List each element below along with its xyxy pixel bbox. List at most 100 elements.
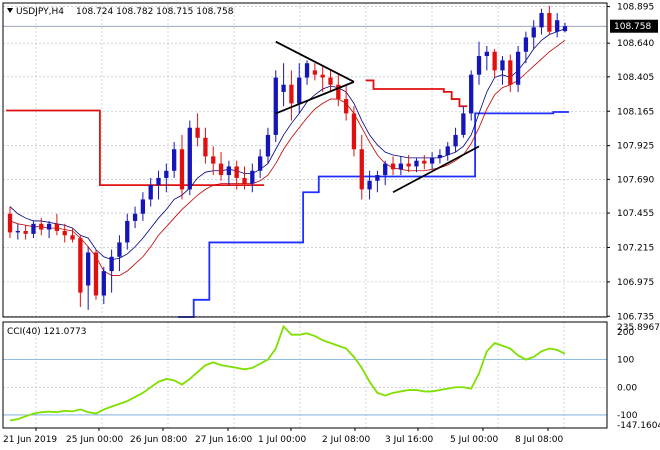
candle-body	[39, 223, 44, 230]
candle-body	[46, 223, 52, 230]
candle-body	[500, 60, 505, 71]
candle-body	[555, 20, 560, 32]
candle-body	[328, 77, 333, 85]
candle	[453, 127, 458, 153]
candle	[523, 31, 529, 64]
candle	[445, 142, 450, 161]
candle	[78, 235, 83, 307]
candle	[562, 22, 568, 33]
candle-body	[156, 177, 161, 186]
price-tick-label: 108.895	[617, 3, 654, 13]
candle	[414, 157, 419, 173]
candle-body	[23, 230, 28, 234]
candle	[234, 160, 239, 190]
candle	[125, 213, 130, 250]
price-grid	[3, 3, 607, 317]
upper-band-line	[6, 79, 468, 186]
candle-body	[234, 166, 239, 178]
chart-header: USDJPY,H4 108.724 108.782 108.715 108.75…	[7, 7, 234, 17]
time-tick-label: 2 Jul 08:00	[322, 435, 371, 445]
candle-body	[437, 154, 443, 158]
candle	[164, 163, 169, 193]
cci-tick-label: -147.1604	[617, 421, 660, 431]
candle-body	[406, 163, 411, 167]
candle-body	[312, 70, 318, 75]
candle	[187, 120, 192, 196]
price-tick-label: 106.975	[617, 278, 654, 288]
price-axis: 108.895 108.640 108.405 108.165 107.925 107.6…	[607, 3, 654, 322]
trendline[interactable]	[392, 145, 480, 194]
candle	[320, 66, 325, 92]
fast-ma-line	[9, 28, 566, 261]
current-price-tag-bg	[610, 19, 658, 33]
candle	[86, 246, 91, 310]
candle	[304, 60, 310, 85]
candle	[515, 46, 521, 92]
trendline[interactable]	[275, 40, 355, 83]
ohlc-values: 108.724 108.782 108.715 108.758	[76, 7, 234, 17]
cci-line	[9, 324, 566, 422]
candle	[39, 218, 44, 236]
time-tick-label: 8 Jul 08:00	[515, 435, 564, 445]
candle-body	[547, 13, 552, 32]
candle	[195, 113, 200, 147]
candle	[476, 41, 482, 85]
candle-body	[461, 113, 466, 135]
candle-body	[164, 170, 169, 178]
candle	[406, 154, 411, 173]
candle	[367, 170, 372, 200]
candle	[156, 170, 161, 200]
candle-body	[422, 160, 427, 164]
candle-body	[195, 127, 200, 138]
candle	[383, 160, 388, 186]
channel-bands	[6, 79, 569, 318]
candle-body	[62, 230, 67, 236]
candle-body	[109, 256, 114, 272]
trendline[interactable]	[275, 81, 355, 115]
price-tick-label: 107.925	[617, 142, 654, 152]
candle	[250, 163, 255, 193]
symbol-label: USDJPY,H4	[16, 7, 64, 17]
candle-body	[78, 238, 83, 293]
candle-body	[132, 213, 138, 221]
candle-body	[281, 84, 286, 92]
slow-ma-line	[9, 39, 566, 276]
price-tick-label: 108.640	[617, 39, 654, 49]
time-tick-label: 21 Jun 2019	[3, 435, 57, 445]
candle-body	[515, 51, 521, 85]
candle-body	[70, 235, 75, 240]
candle-body	[140, 199, 146, 214]
candle-body	[297, 77, 302, 104]
candle-body	[531, 27, 536, 38]
cci-tick-label: 200	[617, 328, 634, 338]
cci-indicator	[9, 324, 566, 422]
candle-body	[414, 160, 419, 167]
candle	[547, 5, 552, 35]
candle-body	[242, 177, 247, 184]
main-chart-frame	[2, 2, 608, 318]
candle-body	[476, 56, 482, 75]
cci-grid	[3, 322, 607, 428]
cci-panel-frame	[2, 321, 608, 429]
candle-body	[390, 163, 396, 170]
candle	[15, 223, 20, 240]
cci-tick-label: 0.00	[617, 383, 637, 393]
candlestick-series	[7, 5, 568, 310]
candle-body	[273, 77, 278, 135]
candle	[54, 213, 60, 236]
candle	[469, 70, 474, 121]
candle-body	[203, 137, 208, 157]
candle-body	[31, 223, 36, 234]
candle-body	[351, 113, 357, 150]
candle-body	[469, 74, 474, 114]
collapse-arrow-icon[interactable]	[7, 8, 13, 13]
candle	[343, 84, 349, 121]
candle-body	[125, 220, 130, 243]
trendlines[interactable]	[275, 40, 480, 194]
candle-body	[101, 271, 106, 296]
cci-tick-label: 235.8967	[617, 323, 660, 333]
candle	[242, 166, 247, 190]
candle	[359, 134, 364, 200]
candle	[336, 74, 341, 107]
